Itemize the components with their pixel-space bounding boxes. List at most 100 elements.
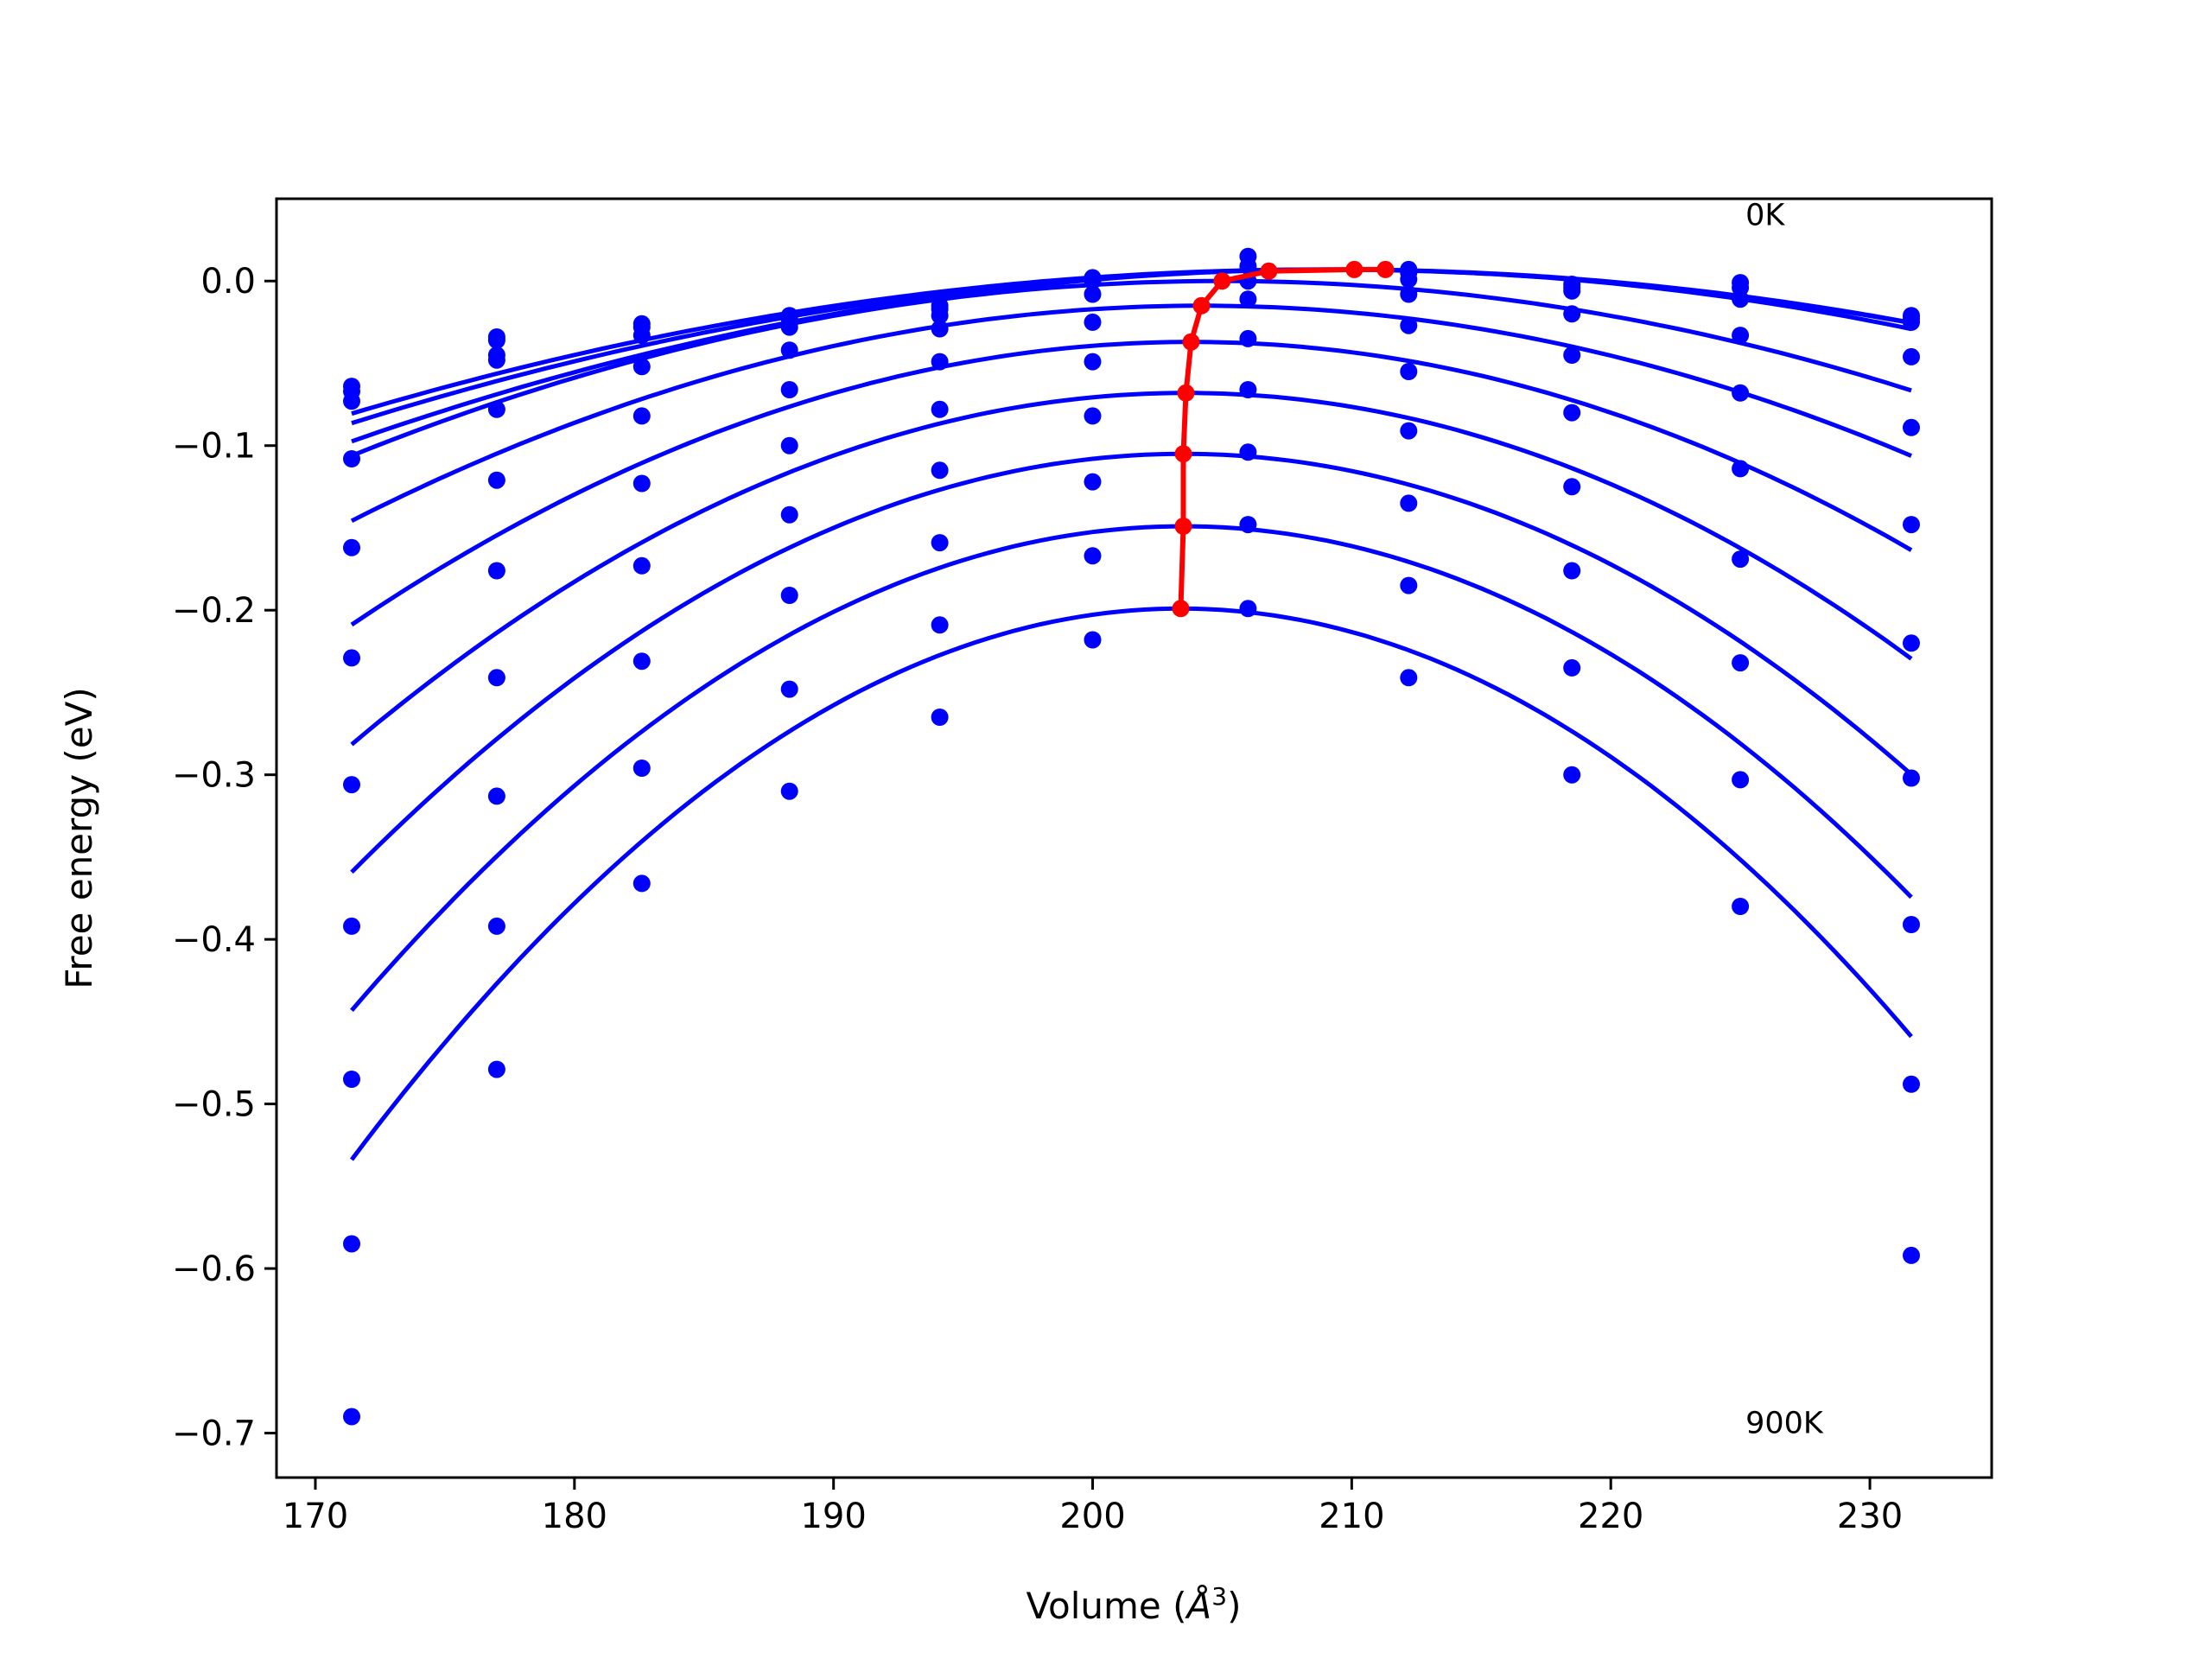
data-point: [1084, 353, 1102, 371]
data-point: [343, 776, 360, 794]
data-point: [1732, 898, 1750, 915]
data-point: [1400, 316, 1418, 334]
data-point: [931, 353, 949, 371]
data-point: [1084, 313, 1102, 331]
data-point: [632, 556, 651, 575]
minima-point: [1177, 384, 1195, 402]
fit-curve-6: [350, 340, 1913, 627]
data-point: [487, 331, 505, 349]
data-point: [632, 874, 651, 893]
annotation-label: 900K: [1745, 1407, 1824, 1441]
data-point: [343, 1235, 360, 1253]
data-point: [632, 760, 651, 777]
data-point: [1084, 407, 1102, 425]
y-tick-label: 0.0: [200, 262, 256, 302]
fit-curve-7: [350, 391, 1913, 747]
x-tick-label: 230: [1837, 1497, 1903, 1536]
data-point: [931, 534, 949, 552]
plot-frame: [275, 197, 1993, 1479]
data-point: [1084, 272, 1102, 290]
data-point: [1084, 285, 1102, 303]
y-tick-label: −0.1: [172, 427, 256, 467]
data-point: [1732, 654, 1750, 672]
data-point: [1400, 285, 1418, 303]
data-point: [632, 652, 651, 671]
data-point: [1903, 516, 1920, 534]
data-point: [1563, 305, 1581, 323]
data-point: [1903, 769, 1920, 787]
y-tick-label: −0.6: [172, 1249, 256, 1289]
data-point: [1239, 516, 1257, 534]
fit-curve-4: [351, 278, 1912, 458]
data-point: [632, 474, 651, 493]
data-point: [487, 351, 505, 369]
x-tick-label: 180: [542, 1497, 607, 1536]
data-point: [1400, 576, 1418, 594]
data-point: [780, 436, 798, 454]
minima-point: [1174, 518, 1192, 535]
data-point: [632, 327, 651, 345]
data-point: [1239, 329, 1257, 347]
data-point: [1903, 1075, 1920, 1093]
x-tick-label: 170: [283, 1497, 348, 1536]
data-point: [1239, 443, 1257, 461]
x-tick-label: 220: [1578, 1497, 1643, 1536]
x-tick-label: 200: [1059, 1497, 1125, 1536]
annotations: 0K 900K: [1745, 199, 1824, 1441]
data-point: [1732, 327, 1750, 345]
data-point: [1903, 347, 1920, 365]
data-point: [343, 450, 360, 467]
data-point: [343, 649, 360, 667]
data-point: [1732, 460, 1750, 478]
data-point: [1563, 766, 1581, 784]
data-point: [343, 392, 360, 410]
data-point: [632, 407, 651, 425]
data-point: [780, 587, 798, 604]
x-axis-ticks: 170 180 190 200 210 220 230: [283, 1478, 1903, 1536]
data-point: [343, 917, 360, 935]
data-point: [780, 341, 798, 359]
data-point: [632, 358, 651, 376]
minima-point: [1376, 260, 1395, 278]
data-point: [780, 505, 798, 524]
y-tick-label: −0.2: [172, 591, 256, 631]
data-point: [343, 1071, 360, 1088]
minima-point: [1213, 272, 1231, 290]
fit-curve-5: [350, 303, 1912, 524]
data-point: [1400, 363, 1418, 380]
y-axis-label: Free energy (eV): [58, 687, 100, 989]
data-point: [487, 1060, 505, 1078]
x-tick-label: 190: [800, 1497, 866, 1536]
data-point: [1239, 257, 1257, 276]
y-tick-label: −0.7: [172, 1414, 256, 1454]
data-point: [931, 400, 949, 418]
data-point: [1563, 562, 1581, 580]
y-tick-label: −0.5: [172, 1085, 256, 1125]
x-tick-label: 210: [1319, 1497, 1384, 1536]
data-point: [487, 917, 505, 935]
x-axis-label: Volume (Å3): [1027, 1582, 1242, 1627]
data-point: [931, 307, 949, 325]
minima-point: [1345, 260, 1363, 278]
data-point: [1239, 600, 1257, 618]
data-point: [343, 538, 360, 556]
data-point: [1400, 494, 1418, 512]
data-point: [1903, 418, 1920, 436]
minima-point: [1192, 296, 1211, 315]
data-point: [1903, 1246, 1920, 1264]
data-point: [1903, 313, 1920, 331]
data-point: [931, 320, 949, 338]
minima-point: [1174, 445, 1192, 463]
fit-curve-10: [350, 606, 1913, 1161]
annotation-label: 0K: [1745, 199, 1785, 233]
data-point: [1732, 290, 1750, 308]
data-point: [931, 709, 949, 726]
data-point: [1563, 282, 1581, 300]
data-point: [487, 787, 505, 805]
minima-point: [1182, 333, 1200, 351]
data-point: [1732, 550, 1750, 569]
y-tick-label: −0.3: [172, 756, 256, 796]
data-point: [1400, 669, 1418, 687]
minima-line: [1178, 266, 1386, 609]
data-point: [1903, 916, 1920, 933]
